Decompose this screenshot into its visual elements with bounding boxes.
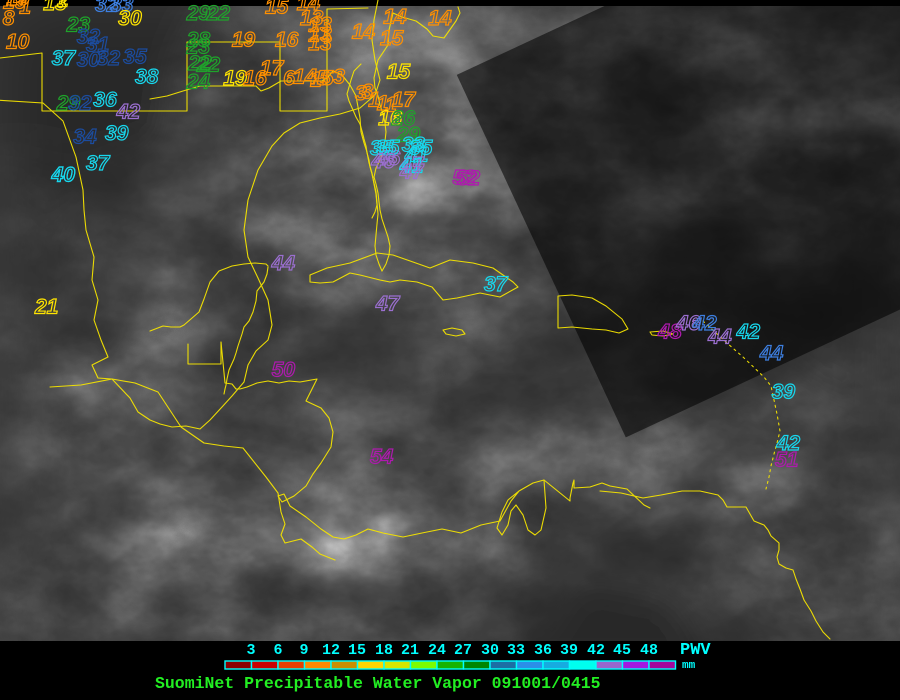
svg-text:19: 19 xyxy=(232,29,256,52)
svg-text:PWV: PWV xyxy=(680,641,711,660)
svg-text:45: 45 xyxy=(613,642,631,659)
svg-text:16: 16 xyxy=(243,67,267,90)
svg-text:6: 6 xyxy=(273,642,282,659)
svg-text:37: 37 xyxy=(86,152,111,175)
svg-text:1: 1 xyxy=(19,0,31,18)
svg-text:39: 39 xyxy=(772,380,796,403)
svg-text:46: 46 xyxy=(371,150,396,173)
svg-text:42: 42 xyxy=(587,642,605,659)
svg-text:15: 15 xyxy=(348,642,366,659)
svg-text:37: 37 xyxy=(484,273,509,296)
svg-text:52: 52 xyxy=(453,167,477,190)
svg-text:42: 42 xyxy=(736,320,761,343)
svg-text:21: 21 xyxy=(401,642,419,659)
svg-text:15: 15 xyxy=(380,27,404,50)
svg-text:48: 48 xyxy=(640,642,658,659)
svg-text:54: 54 xyxy=(370,445,394,468)
svg-text:3: 3 xyxy=(333,65,345,88)
svg-text:32: 32 xyxy=(68,92,92,115)
svg-text:36: 36 xyxy=(93,89,117,112)
svg-text:22: 22 xyxy=(206,2,231,25)
svg-text:47: 47 xyxy=(399,161,425,184)
svg-text:SuomiNet Precipitable Water Va: SuomiNet Precipitable Water Vapor 091001… xyxy=(155,674,601,693)
svg-text:21: 21 xyxy=(34,295,58,318)
svg-text:50: 50 xyxy=(272,359,296,382)
svg-text:14: 14 xyxy=(383,5,407,28)
svg-text:32: 32 xyxy=(97,47,121,70)
svg-text:44: 44 xyxy=(759,342,784,365)
svg-text:18: 18 xyxy=(375,642,393,659)
svg-text:24: 24 xyxy=(186,70,211,93)
svg-text:42: 42 xyxy=(116,100,141,123)
svg-text:15: 15 xyxy=(265,0,289,18)
svg-text:10: 10 xyxy=(6,30,30,53)
svg-text:13: 13 xyxy=(308,32,332,55)
svg-text:40: 40 xyxy=(51,164,76,187)
svg-text:1: 1 xyxy=(57,0,69,12)
svg-text:14: 14 xyxy=(428,7,452,30)
svg-text:47: 47 xyxy=(375,292,401,315)
svg-text:14: 14 xyxy=(352,20,376,43)
svg-text:mm: mm xyxy=(682,660,696,672)
svg-text:5: 5 xyxy=(322,67,334,90)
svg-text:33: 33 xyxy=(507,642,525,659)
svg-text:36: 36 xyxy=(534,642,552,659)
svg-text:12: 12 xyxy=(322,642,340,659)
svg-text:16: 16 xyxy=(275,29,299,52)
svg-text:8: 8 xyxy=(3,7,15,30)
svg-text:3: 3 xyxy=(246,642,255,659)
svg-text:44: 44 xyxy=(707,325,732,348)
svg-text:44: 44 xyxy=(271,252,296,275)
svg-text:39: 39 xyxy=(105,122,129,145)
svg-text:34: 34 xyxy=(73,125,97,148)
svg-text:30: 30 xyxy=(481,642,499,659)
svg-text:15: 15 xyxy=(387,60,411,83)
svg-text:27: 27 xyxy=(454,642,472,659)
svg-text:51: 51 xyxy=(775,449,798,472)
svg-text:9: 9 xyxy=(299,642,308,659)
svg-text:30: 30 xyxy=(118,7,142,30)
svg-text:38: 38 xyxy=(135,65,159,88)
svg-text:24: 24 xyxy=(428,642,446,659)
svg-text:37: 37 xyxy=(52,47,77,70)
svg-text:39: 39 xyxy=(560,642,578,659)
